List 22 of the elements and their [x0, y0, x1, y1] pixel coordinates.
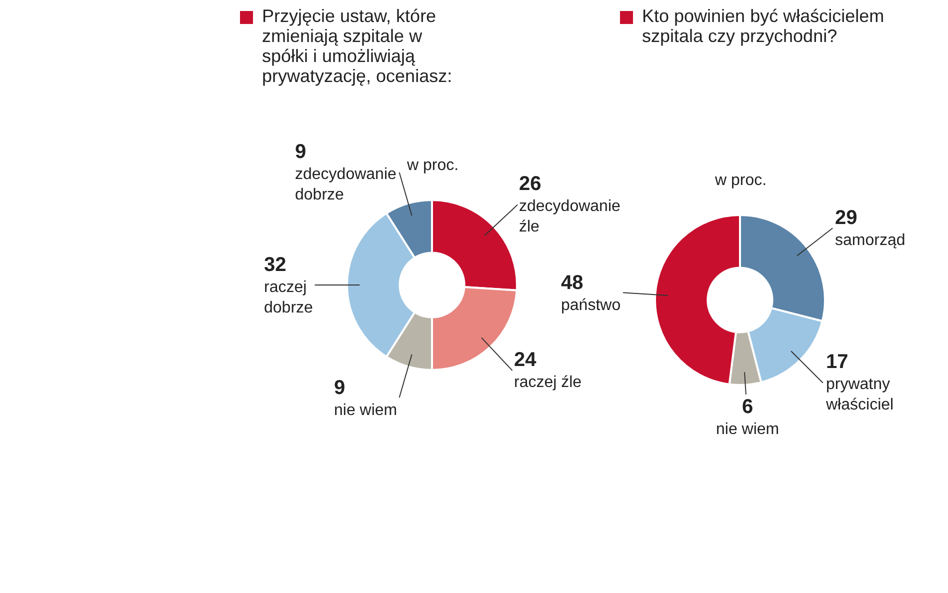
slice-label: samorząd	[835, 232, 906, 249]
data-label: 32	[264, 254, 286, 276]
data-label: 26	[519, 173, 542, 195]
slice-label: raczej źle	[514, 374, 582, 391]
slice-label: raczej dobrze	[264, 278, 314, 317]
chart-title: Przyjęcie ustaw, które zmieniają szpitale w spółki i umożliwiają prywatyzację, oceniasz:	[262, 6, 452, 86]
data-label: 29	[835, 207, 858, 229]
slice-label: nie wiem	[334, 402, 398, 419]
data-label: 48	[561, 272, 584, 294]
slice-label: prywatny właściciel	[825, 376, 894, 414]
slice-label: nie wiem	[716, 420, 780, 438]
text: w proc.	[406, 157, 459, 174]
slice-label: państwo	[561, 296, 621, 314]
data-label: 17	[826, 351, 848, 373]
data-label: 24	[514, 349, 538, 371]
data-label: 9	[334, 377, 346, 399]
slice-label: zdecydowanie źle	[519, 198, 620, 236]
data-label: 9	[295, 141, 306, 163]
chart-title: Kto powinien być właścicielem szpitala czy przychodni?	[642, 6, 884, 46]
slice-label: zdecydowanie dobrze	[295, 166, 396, 204]
chart-subtitle: w proc.	[714, 172, 767, 189]
data-label: 6	[742, 396, 754, 418]
